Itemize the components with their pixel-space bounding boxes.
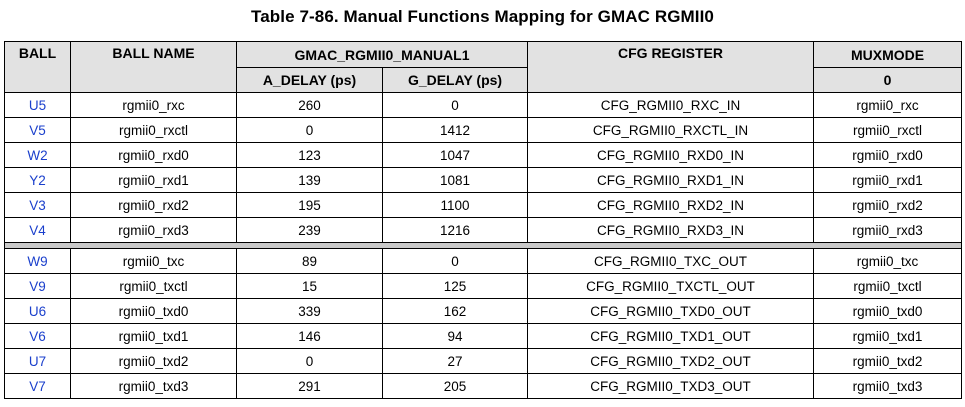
muxmode-cell: rgmii0_rxd3	[813, 217, 963, 243]
g-delay-cell: 1081	[381, 167, 529, 193]
table-row: V4 rgmii0_rxd3 239 1216 CFG_RGMII0_RXD3_…	[4, 217, 963, 243]
table-row: U5 rgmii0_rxc 260 0 CFG_RGMII0_RXC_IN rg…	[4, 92, 963, 118]
a-delay-cell: 239	[236, 217, 383, 243]
table-row: V3 rgmii0_rxd2 195 1100 CFG_RGMII0_RXD2_…	[4, 192, 963, 218]
muxmode-cell: rgmii0_rxctl	[813, 117, 963, 143]
table-row: U6 rgmii0_txd0 339 162 CFG_RGMII0_TXD0_O…	[4, 298, 963, 324]
g-delay-cell: 27	[381, 348, 529, 374]
g-delay-cell: 125	[381, 273, 529, 299]
cfg-register-cell: CFG_RGMII0_RXD2_IN	[527, 192, 815, 218]
g-delay-cell: 205	[381, 373, 529, 399]
a-delay-cell: 195	[236, 192, 383, 218]
ball-cell: V3	[4, 192, 71, 218]
table-row: V9 rgmii0_txctl 15 125 CFG_RGMII0_TXCTL_…	[4, 273, 963, 299]
table-caption: Table 7-86. Manual Functions Mapping for…	[251, 7, 714, 26]
header-group: GMAC_RGMII0_MANUAL1	[235, 41, 529, 68]
ball-cell: V6	[4, 323, 71, 349]
cfg-register-cell: CFG_RGMII0_TXD3_OUT	[527, 373, 815, 399]
muxmode-cell: rgmii0_rxd0	[813, 142, 963, 168]
table-row: W9 rgmii0_txc 89 0 CFG_RGMII0_TXC_OUT rg…	[4, 248, 963, 274]
muxmode-cell: rgmii0_txd1	[813, 323, 963, 349]
ball-cell: W9	[4, 248, 71, 274]
ball-cell: V7	[4, 373, 71, 399]
ball-cell: W2	[4, 142, 71, 168]
cfg-register-cell: CFG_RGMII0_TXD2_OUT	[527, 348, 815, 374]
a-delay-cell: 139	[236, 167, 383, 193]
muxmode-cell: rgmii0_txc	[813, 248, 963, 274]
ball-cell: V4	[4, 217, 71, 243]
muxmode-cell: rgmii0_txctl	[813, 273, 963, 299]
table-row: V7 rgmii0_txd3 291 205 CFG_RGMII0_TXD3_O…	[4, 373, 963, 399]
ball-name-cell: rgmii0_txd0	[70, 298, 237, 324]
cfg-register-cell: CFG_RGMII0_RXC_IN	[527, 92, 815, 118]
header-a-delay: A_DELAY (ps)	[236, 67, 383, 93]
g-delay-cell: 94	[381, 323, 529, 349]
g-delay-cell: 0	[381, 92, 529, 118]
ball-name-cell: rgmii0_txd3	[70, 373, 237, 399]
header-muxmode: MUXMODE	[813, 41, 963, 68]
muxmode-cell: rgmii0_txd0	[813, 298, 963, 324]
a-delay-cell: 123	[236, 142, 383, 168]
a-delay-cell: 89	[236, 248, 383, 274]
muxmode-cell: rgmii0_rxd1	[813, 167, 963, 193]
ball-name-cell: rgmii0_rxctl	[70, 117, 237, 143]
ball-cell: Y2	[4, 167, 71, 193]
table-row: Y2 rgmii0_rxd1 139 1081 CFG_RGMII0_RXD1_…	[4, 167, 963, 193]
ball-name-cell: rgmii0_txd2	[70, 348, 237, 374]
muxmode-cell: rgmii0_txd3	[813, 373, 963, 399]
ball-name-cell: rgmii0_rxc	[70, 92, 237, 118]
muxmode-cell: rgmii0_txd2	[813, 348, 963, 374]
ball-name-cell: rgmii0_rxd0	[70, 142, 237, 168]
a-delay-cell: 339	[236, 298, 383, 324]
ball-name-cell: rgmii0_rxd3	[70, 217, 237, 243]
header-ball: BALL	[4, 41, 71, 93]
mapping-table: BALL BALL NAME GMAC_RGMII0_MANUAL1 CFG R…	[3, 41, 963, 399]
muxmode-cell: rgmii0_rxd2	[813, 192, 963, 218]
cfg-register-cell: CFG_RGMII0_RXD3_IN	[527, 217, 815, 243]
cfg-register-cell: CFG_RGMII0_TXC_OUT	[527, 248, 815, 274]
ball-name-cell: rgmii0_txctl	[70, 273, 237, 299]
header-muxmode-sub: 0	[813, 67, 963, 93]
table-row: W2 rgmii0_rxd0 123 1047 CFG_RGMII0_RXD0_…	[4, 142, 963, 168]
ball-cell: U6	[4, 298, 71, 324]
ball-cell: V5	[4, 117, 71, 143]
table-row: V5 rgmii0_rxctl 0 1412 CFG_RGMII0_RXCTL_…	[4, 117, 963, 143]
cfg-register-cell: CFG_RGMII0_RXD0_IN	[527, 142, 815, 168]
a-delay-cell: 0	[236, 348, 383, 374]
muxmode-cell: rgmii0_rxc	[813, 92, 963, 118]
header-cfg-register: CFG REGISTER	[527, 41, 815, 93]
ball-cell: V9	[4, 273, 71, 299]
table-row: U7 rgmii0_txd2 0 27 CFG_RGMII0_TXD2_OUT …	[4, 348, 963, 374]
a-delay-cell: 0	[236, 117, 383, 143]
cfg-register-cell: CFG_RGMII0_TXD0_OUT	[527, 298, 815, 324]
ball-name-cell: rgmii0_txd1	[70, 323, 237, 349]
g-delay-cell: 1047	[381, 142, 529, 168]
g-delay-cell: 1216	[381, 217, 529, 243]
a-delay-cell: 15	[236, 273, 383, 299]
ball-name-cell: rgmii0_rxd1	[70, 167, 237, 193]
g-delay-cell: 162	[381, 298, 529, 324]
g-delay-cell: 1100	[381, 192, 529, 218]
a-delay-cell: 146	[236, 323, 383, 349]
cfg-register-cell: CFG_RGMII0_TXD1_OUT	[527, 323, 815, 349]
ball-name-cell: rgmii0_rxd2	[70, 192, 237, 218]
cfg-register-cell: CFG_RGMII0_TXCTL_OUT	[527, 273, 815, 299]
g-delay-cell: 1412	[381, 117, 529, 143]
g-delay-cell: 0	[381, 248, 529, 274]
cfg-register-cell: CFG_RGMII0_RXCTL_IN	[527, 117, 815, 143]
ball-cell: U5	[4, 92, 71, 118]
ball-cell: U7	[4, 348, 71, 374]
ball-name-cell: rgmii0_txc	[70, 248, 237, 274]
cfg-register-cell: CFG_RGMII0_RXD1_IN	[527, 167, 815, 193]
header-g-delay: G_DELAY (ps)	[381, 67, 529, 93]
header-ball-name: BALL NAME	[70, 41, 237, 93]
table-row: V6 rgmii0_txd1 146 94 CFG_RGMII0_TXD1_OU…	[4, 323, 963, 349]
a-delay-cell: 291	[236, 373, 383, 399]
a-delay-cell: 260	[236, 92, 383, 118]
